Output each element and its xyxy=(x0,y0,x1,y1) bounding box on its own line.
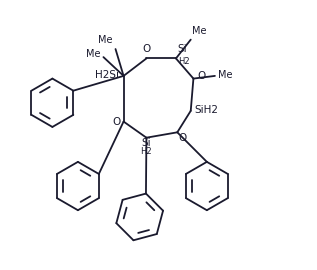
Text: H2: H2 xyxy=(141,147,152,156)
Text: H2Si: H2Si xyxy=(95,70,119,80)
Text: Me: Me xyxy=(86,49,100,59)
Text: Me: Me xyxy=(217,70,232,80)
Text: Si: Si xyxy=(178,45,187,55)
Text: SiH2: SiH2 xyxy=(194,105,218,115)
Text: O: O xyxy=(112,117,120,127)
Text: H2: H2 xyxy=(178,57,190,66)
Text: O: O xyxy=(197,72,205,82)
Text: Me: Me xyxy=(98,35,113,45)
Text: O: O xyxy=(142,45,151,55)
Text: O: O xyxy=(178,133,186,143)
Text: Si: Si xyxy=(142,138,151,148)
Text: Me: Me xyxy=(192,26,207,36)
